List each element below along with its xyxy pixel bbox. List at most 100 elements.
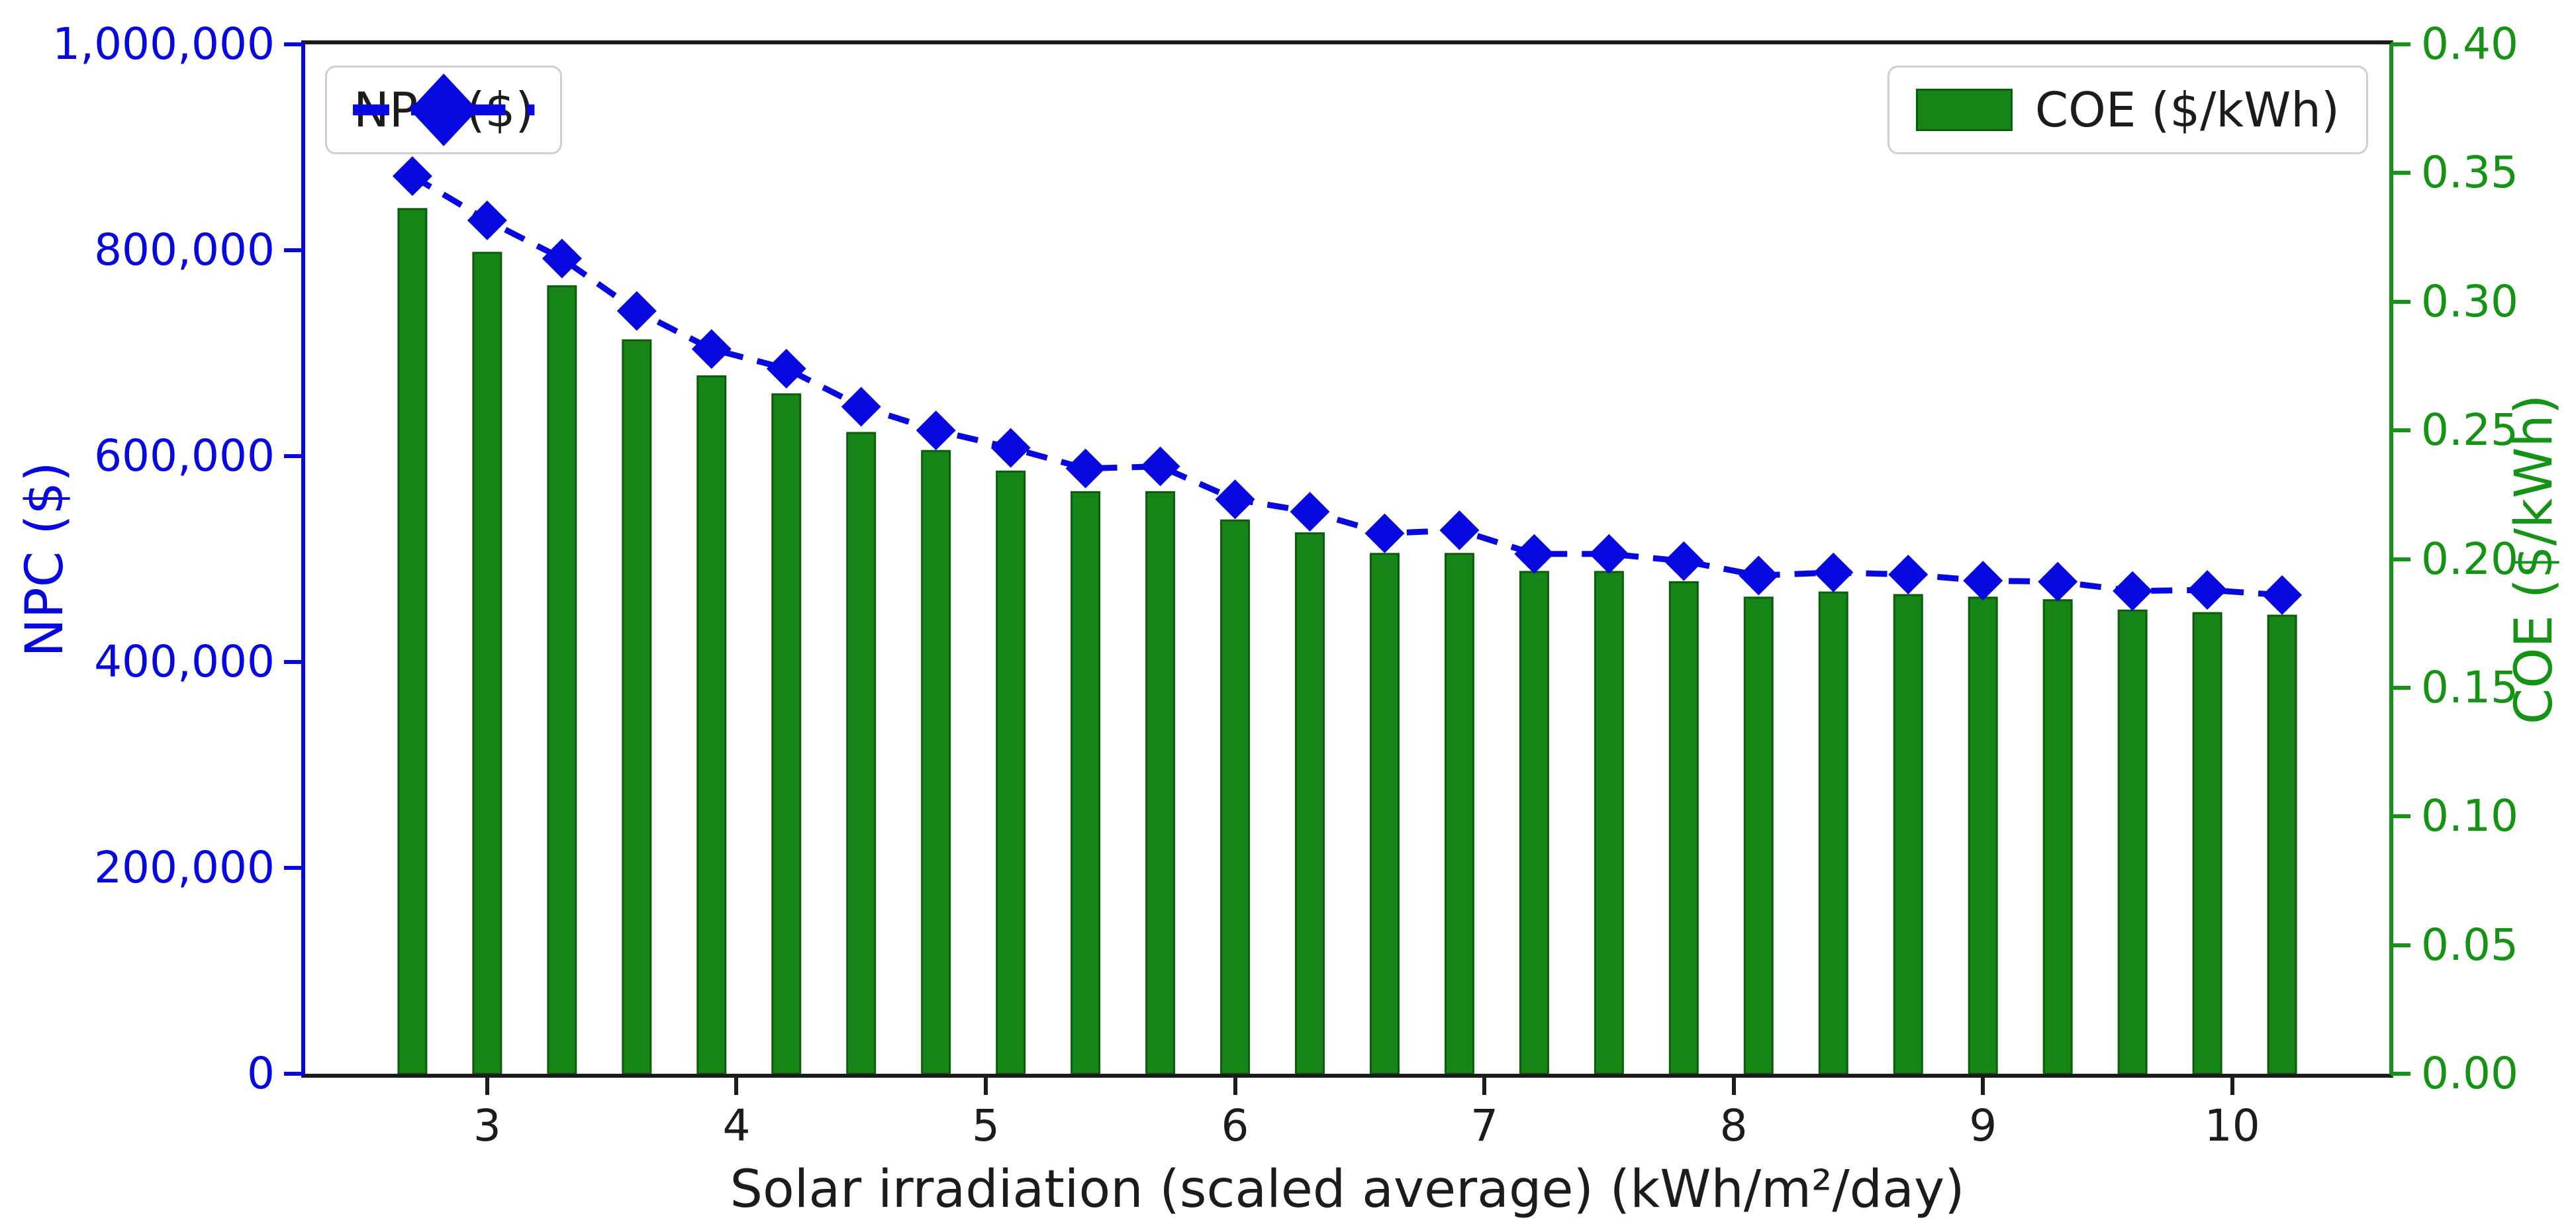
npc-marker-diamond-icon [1065, 448, 1106, 489]
y-axis-title-left: NPC ($) [15, 461, 75, 657]
coe-bar [1893, 594, 1923, 1074]
right-axis-tick [2393, 42, 2410, 46]
npc-marker-diamond-icon [916, 410, 956, 451]
coe-bar [622, 339, 652, 1074]
right-axis-tick [2393, 685, 2410, 690]
right-axis-tick [2393, 814, 2410, 819]
x-axis-tick [1731, 1078, 1736, 1095]
npc-marker-diamond-icon [1364, 513, 1405, 553]
legend-npc: NPC ($) [325, 66, 563, 154]
npc-line-sample-icon [353, 73, 535, 146]
npc-marker-diamond-icon [2038, 561, 2078, 602]
npc-marker-diamond-icon [1664, 541, 1704, 581]
right-axis-tick [2393, 557, 2410, 561]
coe-bar [696, 375, 727, 1074]
coe-bar [1295, 532, 1325, 1074]
coe-bar [1071, 491, 1101, 1074]
npc-marker-diamond-icon [1813, 552, 1854, 592]
left-axis-tick-label: 600,000 [94, 430, 275, 481]
x-axis-tick [485, 1078, 489, 1095]
x-axis-tick [1233, 1078, 1237, 1095]
left-axis-tick [284, 248, 301, 252]
npc-marker-diamond-icon [616, 291, 657, 331]
coe-bar [2192, 612, 2222, 1074]
npc-marker-diamond-icon [1963, 561, 2003, 601]
x-axis-tick [1981, 1078, 1985, 1095]
right-axis-tick [2393, 171, 2410, 175]
x-axis-tick-label: 6 [1221, 1100, 1249, 1151]
x-axis-tick-label: 7 [1470, 1100, 1499, 1151]
right-axis-tick-label: 0.10 [2421, 790, 2518, 842]
right-axis-tick-label: 0.35 [2421, 147, 2518, 199]
npc-marker-diamond-icon [1514, 534, 1554, 574]
x-axis-title: Solar irradiation (scaled average) (kWh/… [730, 1160, 1965, 1219]
npc-line [410, 173, 2283, 598]
left-axis-tick-label: 800,000 [94, 224, 275, 275]
right-axis-tick-label: 0.20 [2421, 533, 2518, 585]
left-axis-tick [284, 1072, 301, 1076]
coe-bar [1968, 596, 1998, 1074]
coe-bar [771, 393, 802, 1074]
coe-bar-swatch-icon [1915, 89, 2013, 131]
x-axis-tick-label: 10 [2204, 1100, 2260, 1151]
coe-bar [547, 285, 577, 1074]
right-axis-tick-label: 0.40 [2421, 19, 2518, 70]
coe-bar [1519, 571, 1549, 1074]
left-axis-tick [284, 660, 301, 664]
coe-bar [996, 470, 1026, 1074]
x-axis-tick [983, 1078, 988, 1095]
x-axis-tick-label: 4 [722, 1100, 751, 1151]
npc-marker-diamond-icon [766, 348, 806, 389]
npc-marker-diamond-icon [542, 238, 582, 279]
coe-bar [472, 252, 502, 1074]
npc-marker-diamond-icon [1439, 510, 1480, 550]
coe-bar [397, 208, 428, 1074]
coe-bar [1818, 591, 1848, 1074]
npc-marker-diamond-icon [467, 200, 507, 240]
coe-bar [1369, 553, 1400, 1074]
plot-area: NPC ($) COE ($/kWh) [301, 40, 2393, 1078]
right-axis-tick [2393, 428, 2410, 433]
coe-bar [921, 449, 951, 1074]
x-axis-tick [2230, 1078, 2234, 1095]
npc-marker-diamond-icon [2187, 570, 2228, 610]
npc-marker-diamond-icon [392, 156, 432, 197]
x-axis-tick [1482, 1078, 1487, 1095]
right-axis-tick [2393, 943, 2410, 947]
coe-bar [1594, 571, 1624, 1074]
npc-marker-diamond-icon [1290, 491, 1330, 532]
left-axis-tick-label: 1,000,000 [52, 19, 275, 70]
right-axis-tick-label: 0.30 [2421, 275, 2518, 327]
legend-coe: COE ($/kWh) [1887, 66, 2368, 154]
npc-marker-diamond-icon [1888, 554, 1929, 594]
coe-bar [1668, 581, 1699, 1074]
coe-bar [2042, 599, 2073, 1074]
npc-marker-diamond-icon [841, 387, 881, 427]
npc-marker-diamond-icon [2113, 571, 2153, 611]
coe-bar [1145, 491, 1176, 1074]
npc-marker-diamond-icon [1140, 446, 1180, 487]
x-axis-tick-label: 3 [473, 1100, 501, 1151]
left-axis-tick-label: 0 [247, 1048, 275, 1099]
left-axis-tick-label: 400,000 [94, 636, 275, 687]
left-axis-tick [284, 42, 301, 46]
npc-marker-diamond-icon [691, 329, 732, 369]
npc-marker-diamond-icon [2262, 575, 2303, 615]
coe-bar [846, 432, 877, 1074]
coe-bar [1220, 519, 1251, 1074]
right-axis-tick [2393, 1072, 2410, 1076]
x-axis-tick-label: 9 [1969, 1100, 1997, 1151]
x-axis-tick-label: 5 [971, 1100, 1000, 1151]
npc-marker-diamond-icon [1215, 479, 1255, 520]
right-axis-tick-label: 0.15 [2421, 661, 2518, 713]
coe-bar [2117, 609, 2148, 1074]
right-axis-tick-label: 0.05 [2421, 919, 2518, 970]
left-axis-tick-label: 200,000 [94, 842, 275, 893]
right-axis-tick [2393, 299, 2410, 304]
chart-canvas [392, 156, 2303, 1074]
right-axis-tick-label: 0.25 [2421, 404, 2518, 456]
right-axis-tick-label: 0.00 [2421, 1048, 2518, 1099]
x-axis-tick-label: 8 [1719, 1100, 1748, 1151]
left-axis-tick [284, 454, 301, 458]
